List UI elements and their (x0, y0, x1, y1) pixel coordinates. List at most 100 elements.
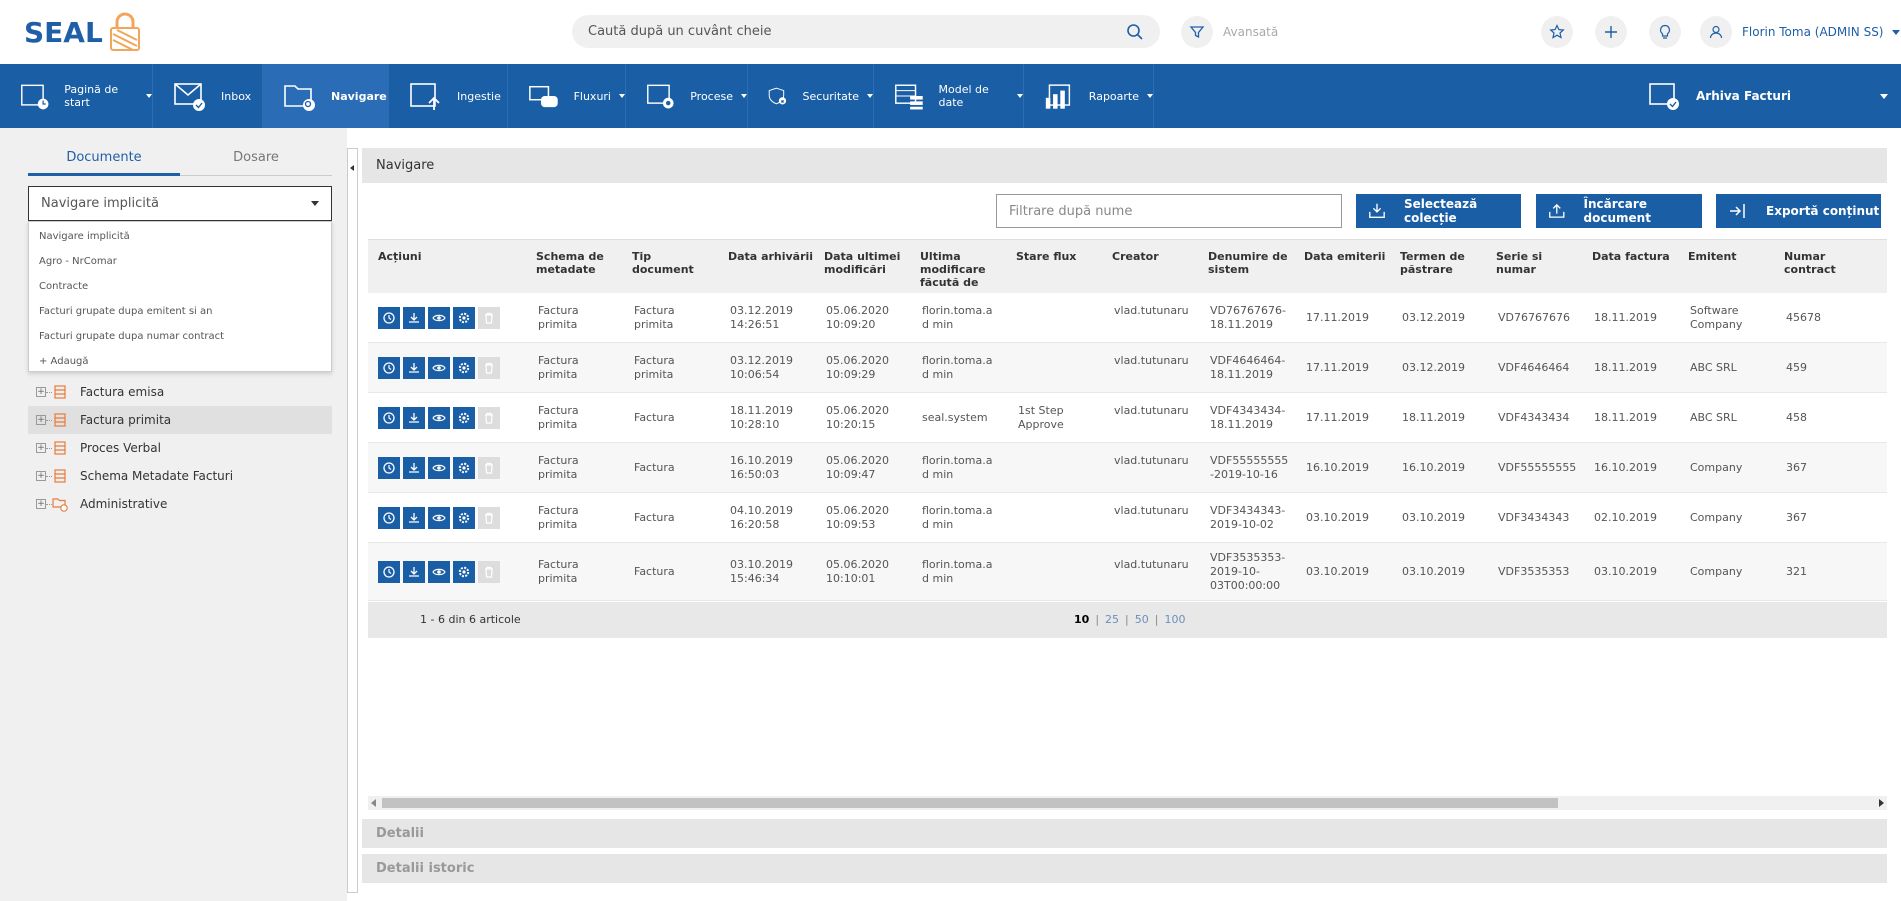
table-row[interactable]: Factura primita Factura 03.10.2019 15:46:3… (368, 543, 1887, 601)
view-icon[interactable] (428, 507, 450, 529)
navigation-dropdown[interactable]: Navigare implicită (28, 186, 332, 221)
table-row[interactable]: Factura primita Factura primita 03.12.2019… (368, 343, 1887, 393)
column-header[interactable]: Ultima modificare făcută de (920, 250, 986, 289)
favorites-button[interactable] (1541, 16, 1573, 48)
table-row[interactable]: Factura primita Factura 16.10.2019 16:50:0… (368, 443, 1887, 493)
search-bar[interactable] (572, 15, 1160, 48)
history-icon[interactable] (378, 307, 400, 329)
settings-icon[interactable] (453, 407, 475, 429)
user-name[interactable]: Florin Toma (ADMIN SS) (1742, 25, 1884, 39)
view-icon[interactable] (428, 407, 450, 429)
add-navigation-option[interactable]: + Adaugă (39, 356, 89, 367)
view-icon[interactable] (428, 561, 450, 583)
column-header[interactable]: Serie si numar (1496, 250, 1543, 276)
history-icon[interactable] (378, 457, 400, 479)
nav-ingest[interactable]: Ingestie (389, 64, 508, 128)
page-size-option[interactable]: 50 (1134, 613, 1149, 626)
history-details-section[interactable]: Detalii istoric (362, 854, 1887, 883)
history-icon[interactable] (378, 357, 400, 379)
column-header[interactable]: Schema de metadate (536, 250, 604, 276)
collapse-arrow-icon[interactable] (350, 165, 354, 171)
nav-home[interactable]: Pagină de start (0, 64, 153, 128)
scrollbar-thumb[interactable] (382, 798, 1558, 808)
table-row[interactable]: Factura primita Factura 18.11.2019 10:28:1… (368, 393, 1887, 443)
nav-security[interactable]: Securitate (748, 64, 874, 128)
page-size-option[interactable]: 10 (1074, 613, 1090, 626)
history-icon[interactable] (378, 407, 400, 429)
nav-workflows[interactable]: Fluxuri (508, 64, 626, 128)
chevron-down-icon[interactable] (311, 201, 319, 206)
panel-splitter[interactable] (347, 148, 358, 893)
tree-item-schema-metadate[interactable]: + Schema Metadate Facturi (28, 462, 332, 490)
settings-icon[interactable] (453, 507, 475, 529)
filter-icon[interactable] (1181, 16, 1213, 48)
settings-icon[interactable] (453, 457, 475, 479)
chevron-down-icon[interactable] (1880, 94, 1888, 99)
tree-item-proces-verbal[interactable]: + Proces Verbal (28, 434, 332, 462)
column-header[interactable]: Termen de păstrare (1400, 250, 1465, 276)
add-button[interactable] (1595, 16, 1627, 48)
select-collection-button[interactable]: Selectează colecție (1356, 194, 1521, 228)
column-header[interactable]: Tip document (632, 250, 694, 276)
tips-button[interactable] (1649, 16, 1681, 48)
page-size-option[interactable]: 100 (1164, 613, 1186, 626)
tab-documents[interactable]: Documente (28, 150, 180, 176)
archive-selector[interactable]: Arhiva Facturi (1648, 64, 1791, 128)
expand-icon[interactable]: + (36, 471, 46, 481)
tree-item-factura-primita[interactable]: + Factura primita (28, 406, 332, 434)
dropdown-option[interactable]: Agro - NrComar (39, 256, 117, 267)
expand-icon[interactable]: + (36, 443, 46, 453)
history-icon[interactable] (378, 507, 400, 529)
view-icon[interactable] (428, 357, 450, 379)
history-icon[interactable] (378, 561, 400, 583)
settings-icon[interactable] (453, 561, 475, 583)
column-header[interactable]: Data ultimei modificări (824, 250, 901, 276)
advanced-label[interactable]: Avansată (1223, 25, 1279, 39)
upload-document-button[interactable]: Încărcare document (1536, 194, 1702, 228)
export-content-button[interactable]: Exportă conținut (1716, 194, 1881, 228)
tree-item-administrative[interactable]: + Administrative (28, 490, 332, 518)
dropdown-option[interactable]: Facturi grupate dupa numar contract (39, 331, 225, 342)
column-header[interactable]: Creator (1112, 250, 1159, 263)
download-icon[interactable] (403, 407, 425, 429)
scroll-right-icon[interactable] (1879, 799, 1884, 807)
column-header[interactable]: Emitent (1688, 250, 1737, 263)
column-header[interactable]: Acțiuni (378, 250, 422, 263)
seal-logo[interactable]: SEAL (24, 12, 143, 52)
nav-processes[interactable]: Procese (626, 64, 748, 128)
table-row[interactable]: Factura primita Factura primita 03.12.2019… (368, 293, 1887, 343)
filter-input[interactable] (996, 194, 1342, 228)
view-icon[interactable] (428, 457, 450, 479)
column-header[interactable]: Data arhivării (728, 250, 814, 263)
chevron-down-icon[interactable] (1891, 29, 1900, 35)
advanced-search[interactable]: Avansată (1181, 16, 1278, 48)
download-icon[interactable] (403, 457, 425, 479)
download-icon[interactable] (403, 357, 425, 379)
page-size-option[interactable]: 25 (1105, 613, 1120, 626)
column-header[interactable]: Stare flux (1016, 250, 1077, 263)
scroll-left-icon[interactable] (371, 799, 376, 807)
tree-item-factura-emisa[interactable]: + Factura emisa (28, 378, 332, 406)
search-icon[interactable] (1126, 23, 1144, 41)
search-input[interactable] (588, 24, 1126, 39)
table-row[interactable]: Factura primita Factura 04.10.2019 16:20:5… (368, 493, 1887, 543)
user-menu[interactable]: Florin Toma (ADMIN SS) (1700, 16, 1900, 48)
expand-icon[interactable]: + (36, 499, 46, 509)
download-icon[interactable] (403, 307, 425, 329)
tab-folders[interactable]: Dosare (180, 150, 332, 176)
expand-icon[interactable]: + (36, 387, 46, 397)
view-icon[interactable] (428, 307, 450, 329)
download-icon[interactable] (403, 561, 425, 583)
settings-icon[interactable] (453, 307, 475, 329)
nav-inbox[interactable]: Inbox (153, 64, 263, 128)
horizontal-scrollbar[interactable] (368, 796, 1887, 810)
download-icon[interactable] (403, 507, 425, 529)
expand-icon[interactable]: + (36, 415, 46, 425)
nav-navigation[interactable]: Navigare (263, 64, 389, 128)
details-section[interactable]: Detalii (362, 819, 1887, 848)
nav-reports[interactable]: Rapoarte (1024, 64, 1154, 128)
dropdown-option[interactable]: Navigare implicită (39, 231, 130, 242)
settings-icon[interactable] (453, 357, 475, 379)
column-header[interactable]: Numar contract (1784, 250, 1836, 276)
dropdown-option[interactable]: Facturi grupate dupa emitent si an (39, 306, 213, 317)
